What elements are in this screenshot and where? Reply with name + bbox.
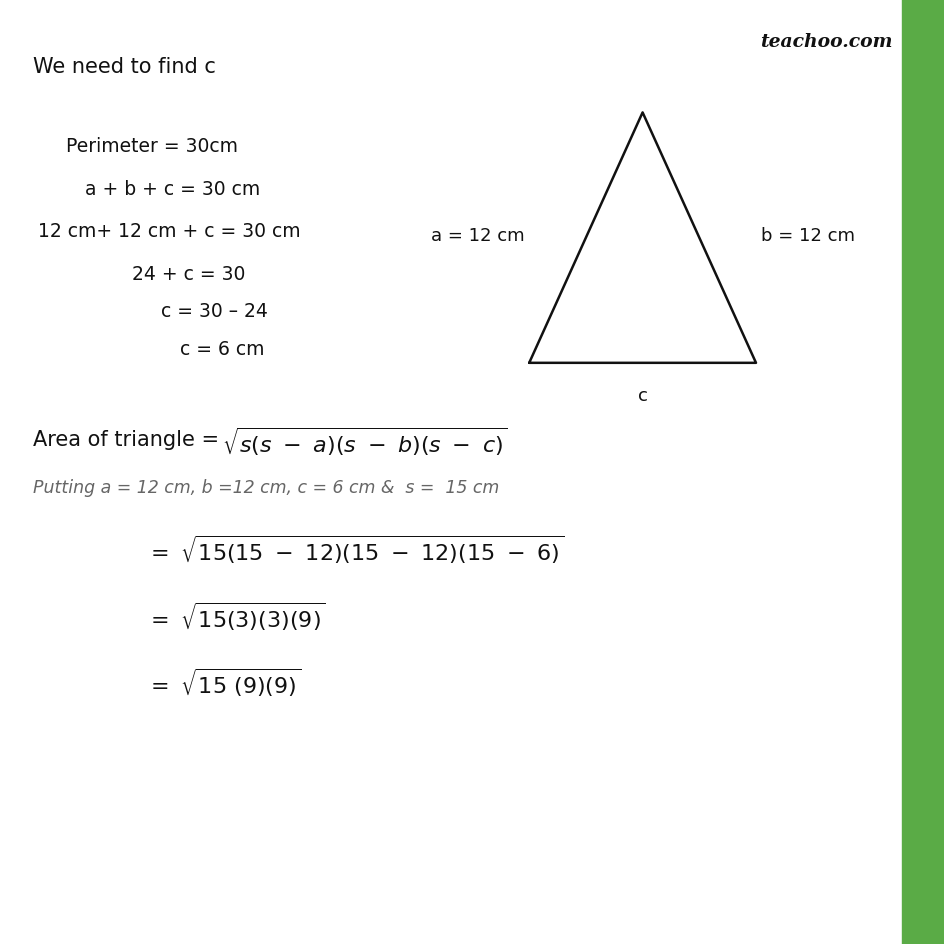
Text: We need to find c: We need to find c: [33, 57, 216, 76]
Bar: [902, 0, 944, 944]
Text: b = 12 cm: b = 12 cm: [760, 227, 853, 245]
Text: Putting a = 12 cm, b =12 cm, c = 6 cm &  s =  15 cm: Putting a = 12 cm, b =12 cm, c = 6 cm & …: [33, 479, 498, 497]
Text: $\sqrt{s(s\ -\ a)(s\ -\ b)(s\ -\ c)}$: $\sqrt{s(s\ -\ a)(s\ -\ b)(s\ -\ c)}$: [222, 425, 507, 457]
Text: a + b + c = 30 cm: a + b + c = 30 cm: [85, 179, 260, 198]
Text: 24 + c = 30: 24 + c = 30: [132, 264, 245, 283]
Text: c = 6 cm: c = 6 cm: [179, 340, 263, 359]
Text: teachoo.com: teachoo.com: [760, 33, 892, 51]
Text: $=\ \sqrt{15(3)(3)(9)}$: $=\ \sqrt{15(3)(3)(9)}$: [146, 599, 326, 632]
Text: Area of triangle =: Area of triangle =: [33, 430, 226, 449]
Text: c = 30 – 24: c = 30 – 24: [160, 302, 267, 321]
Text: 12 cm+ 12 cm + c = 30 cm: 12 cm+ 12 cm + c = 30 cm: [38, 222, 300, 241]
Text: a = 12 cm: a = 12 cm: [430, 227, 524, 245]
Text: $=\ \sqrt{15(15\ -\ 12)(15\ -\ 12)(15\ -\ 6)}$: $=\ \sqrt{15(15\ -\ 12)(15\ -\ 12)(15\ -…: [146, 533, 564, 565]
Text: $=\ \sqrt{15\ (9)(9)}$: $=\ \sqrt{15\ (9)(9)}$: [146, 666, 301, 698]
Text: Perimeter = 30cm: Perimeter = 30cm: [66, 137, 238, 156]
Text: c: c: [637, 387, 647, 405]
